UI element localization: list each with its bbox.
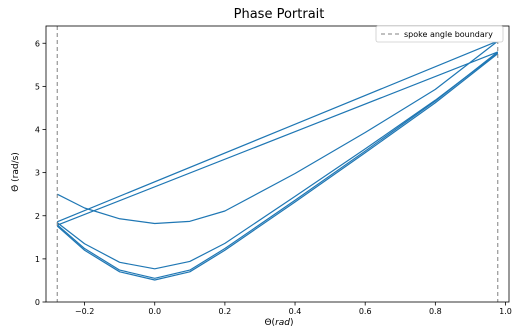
x-axis-label: Θ(rad) [264,318,293,328]
legend-box [375,25,504,43]
trajectory-line-3 [56,40,499,223]
x-tick-label: 0.2 [219,307,232,316]
chart-title: Phase Portrait [234,7,325,22]
x-tick-label: 0.4 [289,307,302,316]
legend-label: spoke angle boundary [404,30,493,39]
trajectory-line-2 [57,51,498,226]
y-tick-label: 0 [35,298,40,307]
axes-layer [45,25,510,303]
y-tick-label: 2 [35,212,40,221]
x-tick-label: 0.0 [148,307,161,316]
y-tick-label: 5 [35,82,40,91]
y-axis-label: Θ̇ (rad/s) [11,152,21,192]
plot-frame [45,25,510,303]
x-tick-label: 0.8 [429,307,442,316]
y-tick-label: 4 [35,126,40,135]
x-tick-label: −0.2 [75,307,94,316]
y-tick-label: 1 [35,255,40,264]
legend: spoke angle boundary [375,25,504,43]
trajectory-line-6 [56,53,499,281]
trajectory-line-4 [56,52,499,270]
tick-layer: −0.2 0.0 0.2 0.4 0.6 0.8 1.0 0 1 2 3 4 5 6 [35,39,512,316]
y-tick-label: 6 [35,39,40,48]
boundary-layer [56,26,499,302]
trajectory-line-5 [56,51,499,279]
x-tick-label: 1.0 [499,307,512,316]
y-tick-label: 3 [35,169,40,178]
series-layer [56,40,499,281]
x-tick-label: 0.6 [359,307,372,316]
trajectory-line-1 [56,40,499,225]
